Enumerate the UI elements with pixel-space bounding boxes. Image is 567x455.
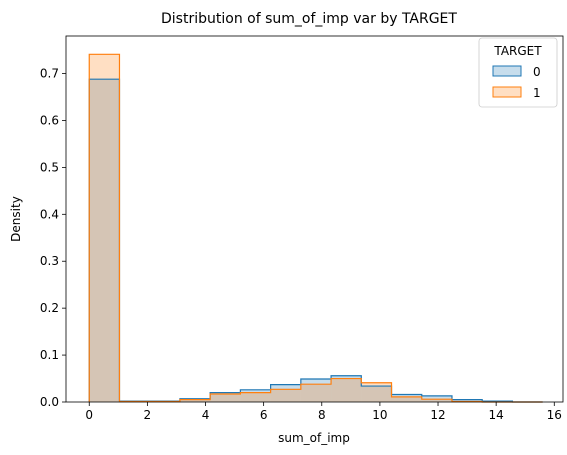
y-tick-label: 0.4 — [40, 207, 59, 221]
chart-title: Distribution of sum_of_imp var by TARGET — [161, 11, 457, 27]
bar-series-1 — [391, 396, 422, 402]
legend-box — [478, 37, 558, 108]
legend-swatch-series-1 — [492, 86, 522, 98]
bar-series-1 — [331, 378, 362, 402]
y-tick-label: 0.5 — [40, 160, 59, 174]
x-tick-label: 10 — [372, 408, 387, 422]
y-axis: 0.0 0.1 0.2 0.3 0.4 0.5 0.6 0.7 — [40, 67, 66, 409]
y-axis-label: Density — [9, 196, 23, 242]
x-tick-label: 14 — [489, 408, 504, 422]
bar-series-0 — [331, 375, 362, 402]
legend-label-series-1: 1 — [533, 86, 541, 100]
y-tick-label: 0.7 — [40, 67, 59, 81]
x-tick-label: 0 — [85, 408, 93, 422]
x-tick-label: 8 — [318, 408, 326, 422]
bar-series-1 — [300, 384, 332, 402]
step-line-series-0 — [88, 78, 543, 403]
x-tick-label: 4 — [202, 408, 210, 422]
bar-series-1 — [179, 399, 211, 402]
bar-series-1 — [240, 392, 271, 402]
y-tick-label: 0.1 — [40, 348, 59, 362]
bar-series-1 — [89, 54, 120, 403]
bar-series-0 — [89, 79, 120, 403]
x-axis-label: sum_of_imp — [278, 431, 350, 445]
plot-frame — [65, 35, 564, 403]
bar-series-1 — [210, 394, 241, 402]
y-tick-label: 0.2 — [40, 301, 59, 315]
legend: TARGET 0 1 — [478, 37, 558, 108]
y-tick-label: 0.0 — [40, 395, 59, 409]
legend-label-series-0: 0 — [533, 65, 541, 79]
y-tick-label: 0.6 — [40, 113, 59, 127]
bar-series-1 — [270, 389, 301, 402]
step-line-series-1 — [88, 53, 543, 403]
x-tick-label: 6 — [260, 408, 268, 422]
bar-series-0 — [451, 399, 483, 402]
legend-title: TARGET — [493, 44, 542, 58]
bar-series-1 — [361, 382, 392, 402]
bar-series-0 — [361, 386, 392, 402]
plot-area — [88, 53, 543, 403]
bar-series-0 — [210, 392, 241, 402]
y-tick-label: 0.3 — [40, 254, 59, 268]
x-axis: 0 2 4 6 8 10 12 14 16 — [85, 402, 562, 422]
x-tick-label: 12 — [430, 408, 445, 422]
bar-series-1 — [421, 399, 452, 402]
legend-swatch-series-0 — [492, 65, 522, 77]
x-tick-label: 16 — [547, 408, 562, 422]
x-tick-label: 2 — [144, 408, 152, 422]
bar-series-0 — [179, 398, 211, 402]
bar-series-0 — [391, 394, 422, 402]
